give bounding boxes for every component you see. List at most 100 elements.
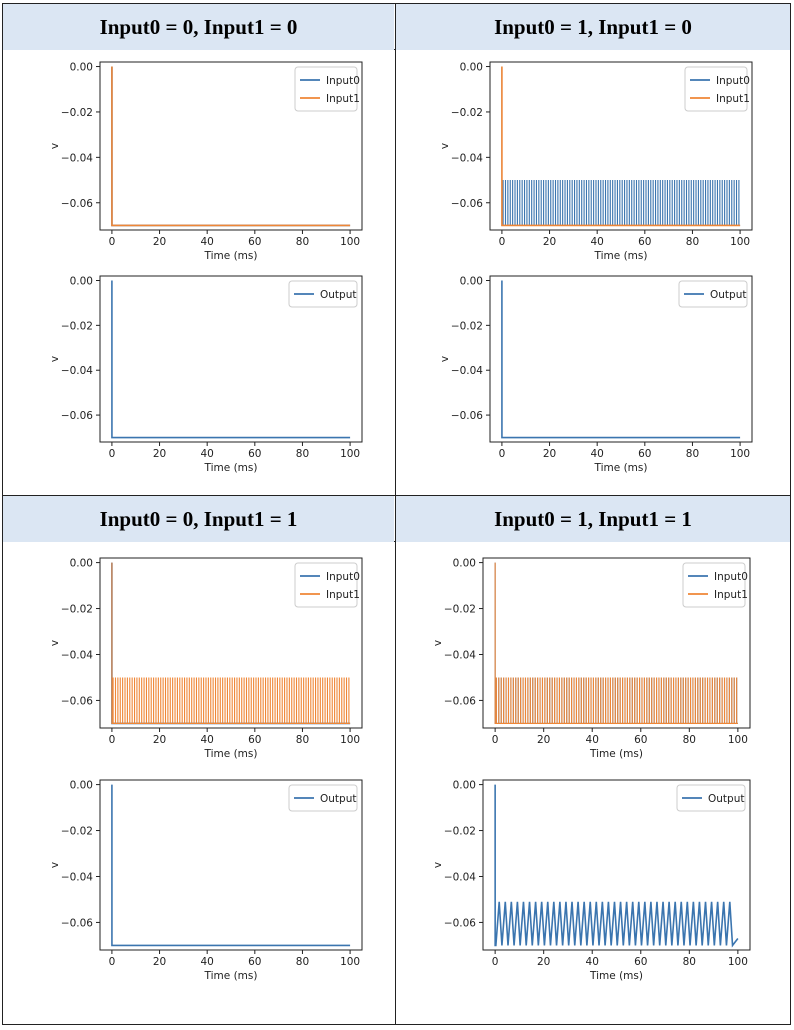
x-axis-label: Time (ms) [594, 250, 648, 262]
x-tick-label: 20 [153, 448, 166, 460]
x-tick-label: 100 [730, 236, 750, 248]
x-tick-label: 40 [200, 448, 213, 460]
x-tick-label: 100 [728, 956, 748, 968]
axes-frame [489, 61, 753, 231]
chart-svg: 0 20 40 60 80 100 0.00 −0.02 −0.04 −0.06 Time (ms)… [432, 557, 751, 760]
x-axis-label: Time (ms) [204, 970, 258, 982]
x-tick-label: 40 [590, 236, 603, 248]
x-tick-label: 60 [248, 734, 261, 746]
legend: Output [288, 280, 358, 308]
chart-svg: 0 20 40 60 80 100 0.00 −0.02 −0.04 −0.06 Time (ms)… [432, 779, 751, 982]
chart-svg: 0 20 40 60 80 100 0.00 −0.02 −0.04 −0.06 Time (ms)… [49, 275, 363, 474]
y-tick-label: −0.06 [444, 695, 476, 707]
legend: Output [676, 784, 746, 812]
x-tick-label: 60 [248, 448, 261, 460]
y-axis-label: v [49, 640, 61, 646]
axes-frame [99, 275, 363, 443]
y-tick-label: −0.06 [451, 198, 483, 210]
x-tick-label: 100 [340, 236, 360, 248]
y-tick-label: 0.00 [70, 62, 93, 74]
x-tick-label: 40 [586, 956, 599, 968]
chart-case-01-inputs: 0 20 40 60 80 100 0.00 −0.02 −0.04 −0.06 Time (ms)… [30, 548, 375, 772]
x-axis-label: Time (ms) [204, 250, 258, 262]
x-axis-label: Time (ms) [589, 748, 643, 760]
legend-label: Input0 [326, 571, 360, 583]
x-tick-label: 0 [492, 956, 499, 968]
y-tick-label: −0.04 [451, 365, 483, 377]
y-tick-label: −0.04 [444, 649, 476, 661]
x-tick-label: 100 [340, 734, 360, 746]
series-line-input1 [494, 562, 738, 724]
x-tick-label: 0 [109, 956, 116, 968]
y-tick-label: −0.04 [61, 152, 93, 164]
chart-svg: 0 20 40 60 80 100 0.00 −0.02 −0.04 −0.06 Time (ms)… [439, 275, 753, 474]
x-tick-label: 0 [109, 236, 116, 248]
y-tick-label: 0.00 [70, 780, 93, 792]
plot-area [111, 784, 351, 947]
y-tick-label: −0.02 [61, 826, 93, 838]
y-tick-label: 0.00 [460, 62, 483, 74]
x-tick-label: 60 [248, 236, 261, 248]
plot-area [501, 280, 741, 439]
series-line-output [494, 784, 739, 948]
x-tick-label: 80 [296, 448, 309, 460]
chart-case-11-inputs: 0 20 40 60 80 100 0.00 −0.02 −0.04 −0.06 Time (ms)… [413, 548, 758, 772]
x-tick-label: 40 [200, 956, 213, 968]
x-tick-label: 60 [638, 448, 651, 460]
x-tick-label: 20 [537, 956, 550, 968]
plot-area [111, 280, 351, 439]
chart-case-10-output: 0 20 40 60 80 100 0.00 −0.02 −0.04 −0.06 Time (ms)… [420, 266, 765, 490]
x-tick-label: 20 [537, 734, 550, 746]
legend-label: Output [320, 793, 356, 805]
y-tick-label: 0.00 [460, 275, 483, 287]
x-tick-label: 40 [586, 734, 599, 746]
header-case-00: Input0 = 0, Input1 = 0 [3, 4, 394, 50]
plot-area [494, 562, 738, 724]
x-tick-label: 60 [248, 956, 261, 968]
y-tick-label: −0.02 [451, 320, 483, 332]
x-tick-label: 0 [492, 734, 499, 746]
legend: Input0 Input1 [684, 66, 750, 112]
x-tick-label: 60 [638, 236, 651, 248]
x-axis-label: Time (ms) [204, 748, 258, 760]
legend: Input0 Input1 [682, 562, 748, 608]
plot-area [501, 66, 741, 227]
x-tick-label: 20 [543, 236, 556, 248]
x-tick-label: 80 [296, 956, 309, 968]
x-tick-label: 80 [683, 734, 696, 746]
y-tick-label: −0.06 [61, 917, 93, 929]
legend-label: Input1 [326, 93, 360, 105]
axes-frame [482, 779, 751, 951]
y-tick-label: −0.02 [451, 107, 483, 119]
chart-case-10-inputs: 0 20 40 60 80 100 0.00 −0.02 −0.04 −0.06 Time (ms)… [420, 52, 765, 276]
y-tick-label: 0.00 [453, 558, 476, 570]
x-tick-label: 80 [686, 236, 699, 248]
y-tick-label: −0.02 [444, 604, 476, 616]
header-case-11: Input0 = 1, Input1 = 1 [396, 496, 790, 542]
y-tick-label: −0.02 [61, 604, 93, 616]
x-tick-label: 0 [499, 236, 506, 248]
legend-label: Input0 [326, 75, 360, 87]
x-tick-label: 100 [340, 448, 360, 460]
chart-svg: 0 20 40 60 80 100 0.00 −0.02 −0.04 −0.06 Time (ms)… [49, 557, 363, 760]
legend: Input0 Input1 [294, 66, 360, 112]
y-axis-label: v [439, 143, 451, 149]
y-tick-label: −0.06 [61, 198, 93, 210]
series-line-output [111, 784, 351, 947]
chart-case-01-output: 0 20 40 60 80 100 0.00 −0.02 −0.04 −0.06 Time (ms)… [30, 770, 375, 994]
legend-label: Output [320, 289, 356, 301]
legend-label: Input0 [716, 75, 750, 87]
x-tick-label: 20 [153, 956, 166, 968]
x-tick-label: 0 [109, 734, 116, 746]
series-line-input1 [501, 66, 741, 227]
y-tick-label: −0.06 [61, 695, 93, 707]
y-tick-label: −0.06 [444, 917, 476, 929]
y-tick-label: 0.00 [453, 780, 476, 792]
y-axis-label: v [439, 356, 451, 362]
series-line-input1 [111, 562, 351, 724]
y-axis-label: v [49, 862, 61, 868]
x-axis-label: Time (ms) [589, 970, 643, 982]
legend-label: Input0 [714, 571, 748, 583]
x-tick-label: 0 [109, 448, 116, 460]
axes-frame [99, 779, 363, 951]
